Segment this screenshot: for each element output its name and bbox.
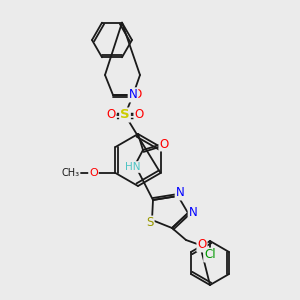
Text: O: O [132, 88, 142, 101]
Text: N: N [189, 206, 197, 220]
Text: S: S [146, 217, 154, 230]
Text: O: O [134, 109, 144, 122]
Text: N: N [176, 187, 184, 200]
Text: O: O [159, 137, 169, 151]
Text: S: S [120, 109, 130, 122]
Text: O: O [106, 109, 116, 122]
Text: CH₃: CH₃ [61, 168, 80, 178]
Text: N: N [129, 88, 137, 101]
Text: HN: HN [125, 162, 141, 172]
Text: Cl: Cl [204, 248, 216, 262]
Text: O: O [89, 168, 98, 178]
Text: O: O [197, 238, 207, 251]
